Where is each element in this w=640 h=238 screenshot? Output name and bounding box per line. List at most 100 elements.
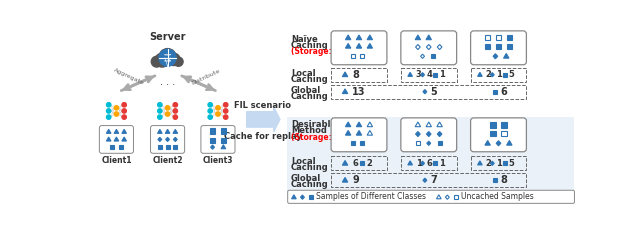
Bar [433, 161, 437, 165]
Polygon shape [426, 35, 431, 40]
Bar [360, 161, 364, 165]
Polygon shape [122, 137, 127, 141]
Text: Samples of Different Classes: Samples of Different Classes [316, 192, 426, 201]
Text: 9: 9 [352, 175, 359, 185]
Circle shape [216, 106, 220, 110]
Circle shape [216, 112, 220, 116]
Text: Client1: Client1 [101, 156, 132, 165]
Bar [507, 35, 511, 40]
Text: Local: Local [291, 69, 316, 78]
Text: Uncached Samples: Uncached Samples [461, 192, 534, 201]
Bar [309, 195, 313, 199]
Circle shape [173, 103, 177, 107]
Polygon shape [437, 132, 442, 137]
Text: Caching: Caching [291, 41, 328, 50]
Bar [210, 128, 215, 134]
Polygon shape [485, 140, 490, 145]
Polygon shape [221, 145, 226, 149]
Text: 6: 6 [426, 159, 432, 168]
Circle shape [122, 115, 126, 119]
Bar [490, 131, 496, 136]
Polygon shape [211, 145, 214, 149]
FancyBboxPatch shape [331, 118, 387, 152]
Bar [210, 138, 215, 143]
Bar [331, 156, 387, 170]
Circle shape [151, 56, 162, 67]
Polygon shape [166, 137, 170, 142]
Circle shape [115, 106, 118, 110]
Text: 3: 3 [415, 70, 421, 79]
Bar [331, 68, 387, 82]
Text: 8: 8 [353, 70, 360, 80]
Circle shape [159, 49, 176, 65]
Text: 5: 5 [509, 159, 515, 168]
Polygon shape [415, 35, 420, 40]
Text: (Storage: 8): (Storage: 8) [291, 133, 343, 142]
Text: 2: 2 [485, 159, 492, 168]
Polygon shape [356, 35, 362, 40]
Bar [470, 68, 526, 82]
Circle shape [165, 112, 170, 116]
Polygon shape [292, 195, 296, 199]
Polygon shape [423, 178, 427, 182]
Polygon shape [507, 140, 512, 145]
Text: Client3: Client3 [203, 156, 233, 165]
Polygon shape [408, 161, 412, 165]
Bar [287, 117, 575, 196]
Circle shape [208, 115, 212, 119]
Bar [166, 145, 170, 149]
Polygon shape [165, 129, 170, 133]
Text: (Storage: 8): (Storage: 8) [291, 47, 343, 56]
Polygon shape [346, 122, 351, 127]
Text: Client2: Client2 [152, 156, 183, 165]
Text: Caching: Caching [291, 75, 328, 84]
Circle shape [173, 109, 177, 113]
Text: 13: 13 [352, 87, 365, 97]
FancyBboxPatch shape [401, 118, 457, 152]
Polygon shape [477, 72, 482, 76]
Polygon shape [415, 132, 420, 137]
Text: 5: 5 [430, 87, 437, 97]
Bar [501, 131, 507, 136]
Bar [110, 145, 114, 149]
FancyBboxPatch shape [99, 126, 134, 153]
Polygon shape [477, 161, 482, 165]
Bar [485, 44, 490, 49]
Bar [503, 161, 507, 165]
Polygon shape [114, 129, 119, 133]
Bar [485, 35, 490, 40]
Bar [431, 54, 435, 58]
Bar [416, 141, 420, 145]
Polygon shape [427, 141, 431, 145]
Bar [360, 141, 364, 145]
Text: Caching: Caching [291, 163, 328, 172]
Text: Method: Method [291, 126, 326, 135]
Polygon shape [246, 107, 280, 132]
Text: Naïve: Naïve [291, 35, 317, 44]
Polygon shape [490, 161, 494, 165]
Polygon shape [158, 137, 162, 142]
FancyBboxPatch shape [201, 126, 235, 153]
FancyBboxPatch shape [470, 118, 527, 152]
Polygon shape [356, 122, 362, 127]
Bar [360, 54, 364, 58]
Circle shape [223, 109, 228, 113]
FancyBboxPatch shape [150, 126, 184, 153]
FancyBboxPatch shape [401, 31, 457, 65]
Polygon shape [367, 35, 372, 40]
Circle shape [115, 112, 118, 116]
Text: 4: 4 [426, 70, 432, 79]
Text: 1: 1 [439, 70, 445, 79]
Text: 2: 2 [485, 70, 492, 79]
Bar [351, 54, 355, 58]
Bar [503, 73, 507, 77]
Text: . . .: . . . [160, 77, 175, 87]
Bar [119, 145, 123, 149]
FancyBboxPatch shape [470, 31, 527, 65]
Polygon shape [173, 137, 177, 142]
Text: 8: 8 [500, 175, 507, 185]
Polygon shape [157, 129, 162, 133]
Text: Caching: Caching [291, 180, 328, 189]
Circle shape [157, 109, 162, 113]
Text: Server: Server [149, 32, 186, 42]
